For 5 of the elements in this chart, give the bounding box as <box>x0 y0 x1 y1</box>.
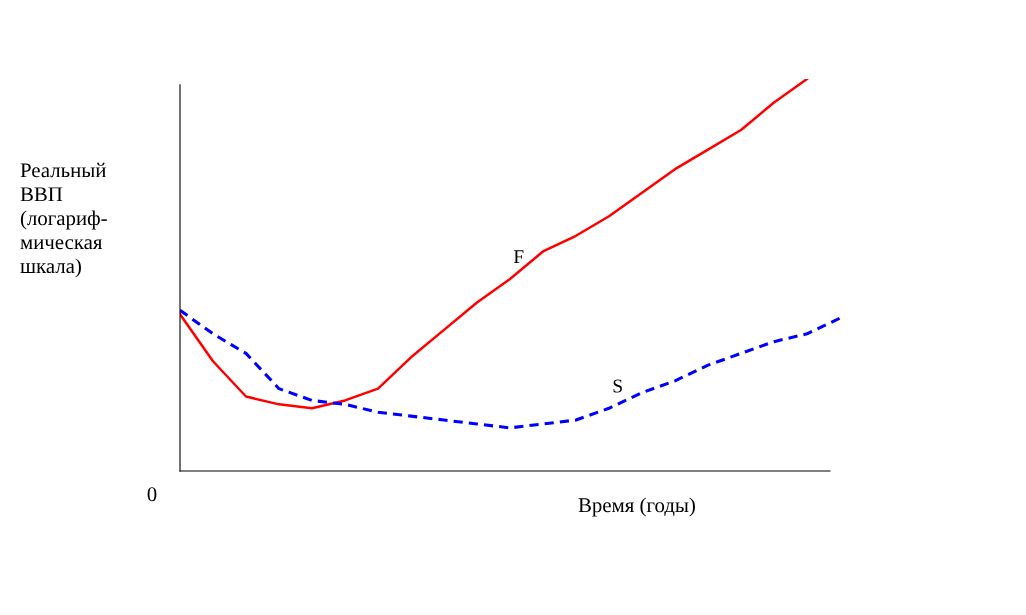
series-label: F <box>513 250 524 264</box>
text: 0 <box>147 487 157 502</box>
y-axis-title: Реальный ВВП (логариф- мическая шкала) <box>20 162 107 278</box>
x-axis-title: Время (годы) <box>578 497 695 517</box>
series-label: S <box>613 379 622 393</box>
